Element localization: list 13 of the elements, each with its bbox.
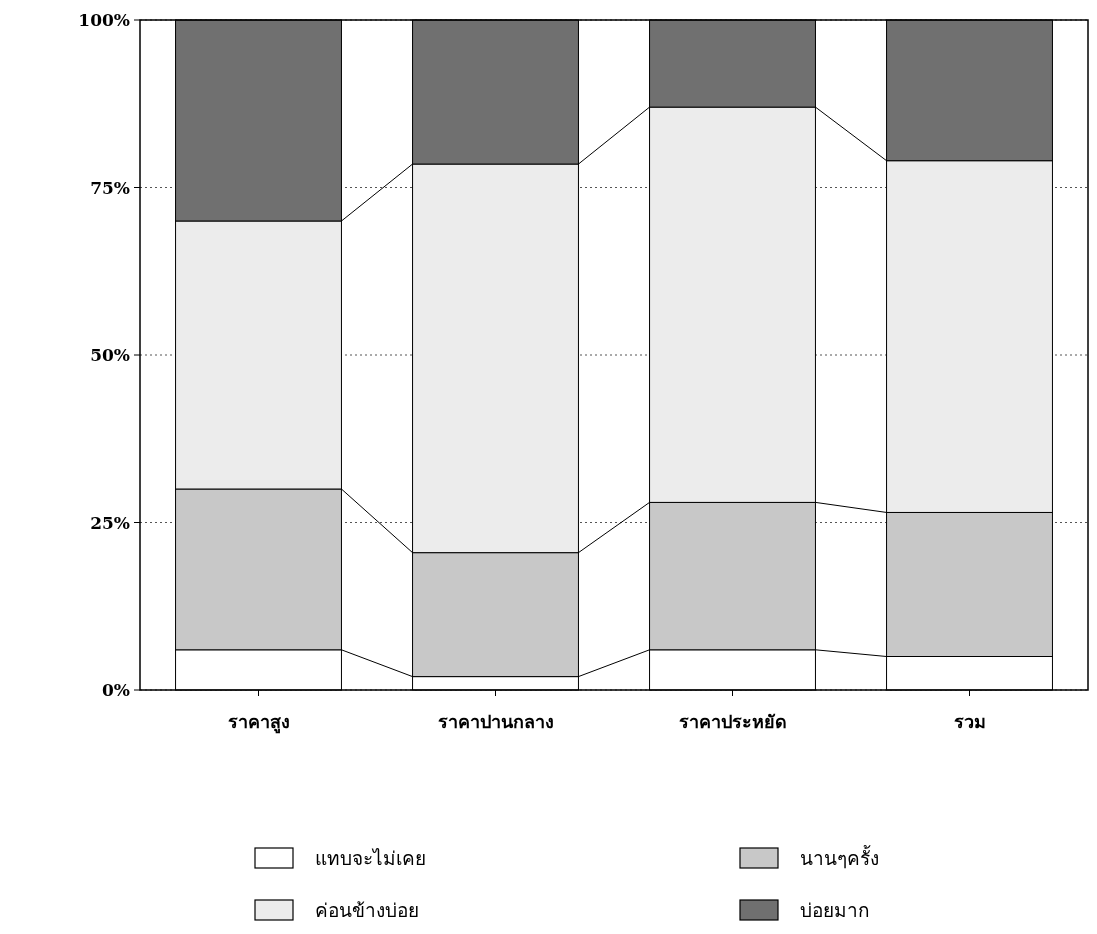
y-tick-label: 0% <box>102 680 130 700</box>
y-tick-label: 50% <box>90 345 130 365</box>
legend-label: แทบจะไม่เคย <box>315 847 426 869</box>
y-tick-label: 75% <box>90 177 130 198</box>
x-tick-label: ราคาประหยัด <box>678 711 787 732</box>
legend-label: ค่อนข้างบ่อย <box>315 899 419 921</box>
y-tick-label: 100% <box>78 10 130 30</box>
x-tick-label: ราคาสูง <box>227 711 290 734</box>
x-tick-label: ราคาปานกลาง <box>437 711 554 732</box>
x-tick-label: รวม <box>953 711 986 732</box>
legend-label: บ่อยมาก <box>800 899 870 921</box>
legend-label: นานๆครั้ง <box>800 845 879 869</box>
y-tick-label: 25% <box>90 512 130 533</box>
